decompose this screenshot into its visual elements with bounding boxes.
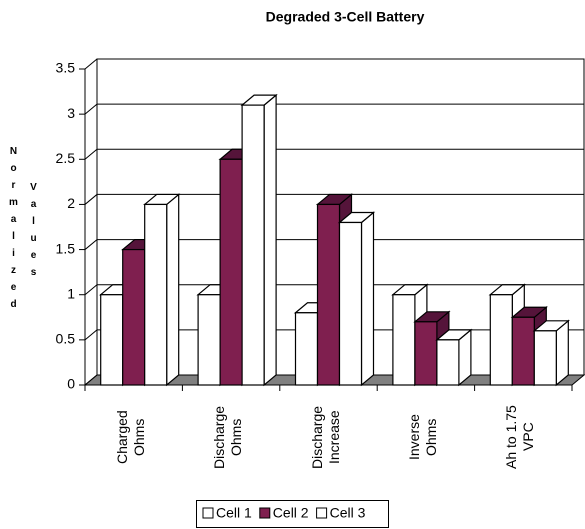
grid-line [84, 58, 584, 70]
bar-front [144, 203, 168, 386]
bar-front [511, 316, 535, 386]
bar-front [197, 294, 221, 386]
bar-front [294, 312, 319, 386]
grid-line [84, 239, 584, 250]
bar [532, 319, 570, 387]
chart-title: Degraded 3-Cell Battery [266, 9, 425, 25]
bar-front [436, 339, 460, 386]
y-axis-label: Normalized [8, 146, 19, 316]
bar-side [263, 93, 277, 387]
y-tick-label: 0.5 [56, 331, 76, 347]
bar-side [360, 211, 375, 387]
legend-swatch [202, 507, 214, 519]
bar-front [219, 158, 243, 386]
legend-label: Cell 3 [330, 505, 366, 521]
bar-front [100, 294, 124, 386]
bar [143, 193, 181, 387]
y-tick-label: 1 [67, 285, 75, 301]
grid-line [84, 148, 584, 160]
y-tick-label: 0 [67, 376, 75, 392]
x-tick-label: Discharge Ohms [211, 405, 245, 469]
bar-front [241, 104, 265, 386]
y-tick-label: 2 [67, 195, 75, 211]
bar-front [338, 221, 363, 386]
bar-side [555, 319, 569, 387]
bar-front [392, 294, 416, 386]
x-tick-label: Ah to 1.75 VPC [503, 405, 537, 469]
bar [337, 211, 376, 387]
x-tick-label: Charged Ohms [113, 410, 147, 464]
y-tick-label: 1.5 [56, 240, 76, 256]
legend-label: Cell 1 [216, 505, 252, 521]
bar-front [316, 203, 341, 386]
y-tick-label: 2.5 [56, 150, 76, 166]
y-tick-label: 3 [67, 105, 75, 121]
bar [240, 93, 278, 387]
bar-front [489, 294, 513, 386]
legend-swatch [316, 507, 328, 519]
legend-label: Cell 2 [273, 505, 309, 521]
y-axis-label: Values [28, 182, 39, 284]
grid-line [84, 193, 584, 205]
bar-front [533, 330, 557, 386]
bar [435, 328, 473, 387]
bar-side [166, 193, 180, 387]
legend-swatch [259, 507, 271, 519]
grid-line [84, 103, 584, 115]
legend-box [196, 500, 389, 528]
bar-front [414, 321, 438, 386]
y-tick-label: 3.5 [56, 60, 76, 76]
bar-front [122, 248, 146, 386]
x-tick-label: Inverse Ohms [405, 414, 439, 460]
x-tick-label: Discharge Increase [308, 405, 342, 469]
